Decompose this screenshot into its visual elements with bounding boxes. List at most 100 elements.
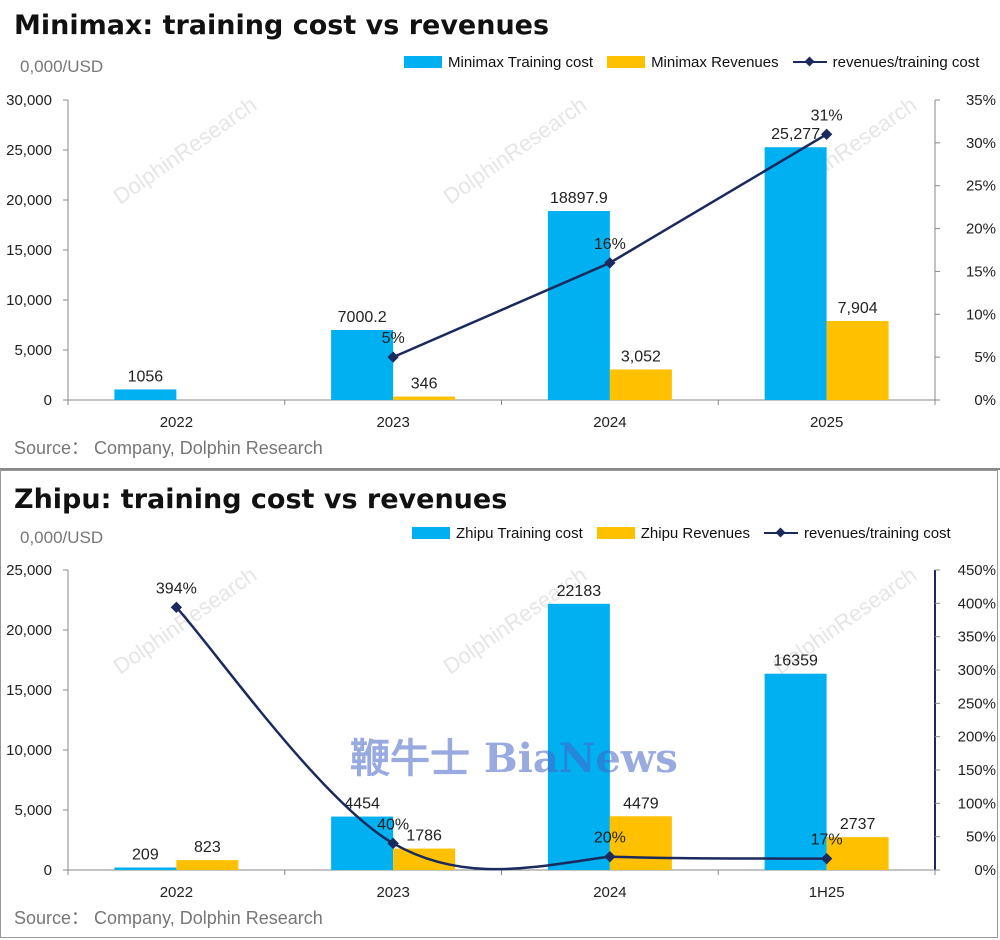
zhipu-chart-title: Zhipu: training cost vs revenues bbox=[14, 484, 508, 515]
ratio-data-label: 20% bbox=[594, 830, 626, 847]
cost-bar-2022 bbox=[114, 389, 177, 400]
zhipu-panel: Zhipu: training cost vs revenues 0,000/U… bbox=[0, 474, 1000, 940]
ratio-data-label: 31% bbox=[811, 107, 843, 124]
ratio-marker-2024 bbox=[604, 851, 616, 863]
y2-tick-label: 300% bbox=[958, 662, 996, 679]
bianews-watermark: 鞭牛士 BiaNews bbox=[350, 735, 678, 782]
cost-swatch bbox=[412, 527, 450, 539]
ratio-data-label: 16% bbox=[594, 236, 626, 253]
revenue-bar-2024 bbox=[609, 369, 672, 400]
y2-tick-label: 100% bbox=[958, 795, 996, 812]
y-tick-label: 20,000 bbox=[6, 192, 52, 209]
ratio-data-label: 17% bbox=[811, 832, 843, 849]
cost-bar-2025 bbox=[764, 147, 827, 400]
y2-tick-label: 200% bbox=[958, 729, 996, 746]
legend-label-revenue: Zhipu Revenues bbox=[640, 524, 750, 542]
cost-bar-1h25 bbox=[764, 673, 827, 870]
legend-item-ratio: revenues/training cost bbox=[792, 53, 980, 71]
legend-item-ratio: revenues/training cost bbox=[763, 524, 951, 542]
ratio-data-label: 5% bbox=[382, 330, 405, 347]
minimax-chart-title: Minimax: training cost vs revenues bbox=[14, 10, 550, 41]
legend-label-ratio: revenues/training cost bbox=[832, 53, 980, 71]
ratio-swatch bbox=[792, 56, 827, 68]
cost-data-label: 4454 bbox=[344, 796, 380, 813]
legend-label-ratio: revenues/training cost bbox=[803, 524, 951, 542]
x-tick-label: 2022 bbox=[160, 884, 193, 901]
y2-tick-label: 35% bbox=[966, 92, 996, 109]
ratio-marker-2025 bbox=[820, 128, 833, 140]
revenue-bar-2022 bbox=[176, 860, 239, 870]
x-tick-label: 2025 bbox=[810, 414, 843, 431]
legend-label-cost: Minimax Training cost bbox=[448, 53, 594, 71]
y2-tick-label: 350% bbox=[958, 629, 996, 646]
bg-watermark-text: DolphinResearch bbox=[109, 92, 262, 209]
panel-divider bbox=[0, 468, 1000, 474]
y2-tick-label: 25% bbox=[966, 178, 996, 195]
y-tick-label: 0 bbox=[44, 392, 52, 409]
zhipu-legend: Zhipu Training cost Zhipu Revenues reven… bbox=[398, 521, 951, 545]
y-tick-label: 25,000 bbox=[6, 142, 52, 159]
revenue-data-label: 823 bbox=[194, 839, 221, 856]
y2-tick-label: 150% bbox=[958, 762, 996, 779]
y2-tick-label: 30% bbox=[966, 135, 996, 152]
cost-data-label: 209 bbox=[132, 846, 159, 863]
ratio-marker-2023 bbox=[387, 837, 399, 849]
minimax-chart: DolphinResearch DolphinResearch DolphinRes… bbox=[6, 92, 996, 431]
x-tick-label: 2024 bbox=[593, 414, 626, 431]
y2-tick-label: 50% bbox=[966, 829, 996, 846]
ratio-data-label: 40% bbox=[377, 816, 409, 833]
revenue-data-label: 4479 bbox=[623, 795, 659, 812]
minimax-source: Source： Company, Dolphin Research bbox=[14, 438, 323, 458]
y-tick-label: 10,000 bbox=[6, 742, 52, 759]
y-tick-label: 5,000 bbox=[14, 342, 52, 359]
x-tick-label: 2024 bbox=[593, 884, 626, 901]
y-tick-label: 15,000 bbox=[6, 242, 52, 259]
x-tick-label: 1H25 bbox=[809, 884, 845, 901]
zhipu-unit-label: 0,000/USD bbox=[20, 528, 104, 547]
ratio-marker-1h25 bbox=[820, 853, 833, 865]
y2-tick-label: 450% bbox=[958, 562, 996, 579]
x-tick-label: 2022 bbox=[160, 414, 193, 431]
minimax-legend: Minimax Training cost Minimax Revenues r… bbox=[390, 50, 979, 74]
revenue-bar-2023 bbox=[393, 396, 456, 400]
cost-bar-2023 bbox=[331, 816, 394, 870]
minimax-panel: Minimax: training cost vs revenues 0,000… bbox=[0, 0, 1000, 468]
legend-item-cost: Zhipu Training cost bbox=[412, 525, 583, 542]
zhipu-source: Source： Company, Dolphin Research bbox=[14, 908, 323, 928]
cost-data-label: 22183 bbox=[557, 583, 602, 600]
cost-data-label: 25,277 bbox=[771, 126, 820, 143]
x-tick-label: 2023 bbox=[376, 414, 409, 431]
y-tick-label: 25,000 bbox=[6, 562, 52, 579]
revenue-bar-1h25 bbox=[826, 837, 889, 870]
ratio-marker-2023 bbox=[387, 351, 399, 363]
y-tick-label: 20,000 bbox=[6, 622, 52, 639]
revenue-swatch bbox=[607, 56, 646, 68]
legend-label-revenue: Minimax Revenues bbox=[651, 53, 779, 71]
minimax-unit-label: 0,000/USD bbox=[20, 57, 104, 76]
y2-tick-label: 0% bbox=[974, 392, 996, 409]
revenue-bar-2023 bbox=[393, 848, 456, 870]
y2-tick-label: 0% bbox=[974, 862, 996, 879]
ratio-data-label: 394% bbox=[156, 580, 197, 597]
revenue-swatch bbox=[596, 527, 635, 539]
x-tick-label: 2023 bbox=[376, 884, 409, 901]
cost-bar-2024 bbox=[547, 603, 610, 870]
legend-item-revenue: Zhipu Revenues bbox=[596, 524, 750, 542]
cost-bar-2024 bbox=[547, 211, 610, 400]
y2-tick-label: 5% bbox=[974, 349, 996, 366]
y2-tick-label: 10% bbox=[966, 306, 996, 323]
y2-tick-label: 400% bbox=[958, 595, 996, 612]
revenue-data-label: 1786 bbox=[406, 828, 442, 845]
revenue-data-label: 7,904 bbox=[838, 300, 878, 317]
y-tick-label: 30,000 bbox=[6, 92, 52, 109]
revenue-bar-2024 bbox=[609, 816, 672, 870]
cost-data-label: 18897.9 bbox=[550, 190, 608, 207]
ratio-line bbox=[175, 606, 827, 871]
cost-data-label: 16359 bbox=[773, 653, 818, 670]
revenue-data-label: 3,052 bbox=[621, 348, 661, 365]
revenue-data-label: 2737 bbox=[840, 816, 876, 833]
ratio-marker-2024 bbox=[604, 257, 616, 269]
cost-data-label: 7000.2 bbox=[338, 309, 387, 326]
revenue-bar-2025 bbox=[826, 320, 889, 400]
legend-item-revenue: Minimax Revenues bbox=[607, 54, 779, 71]
